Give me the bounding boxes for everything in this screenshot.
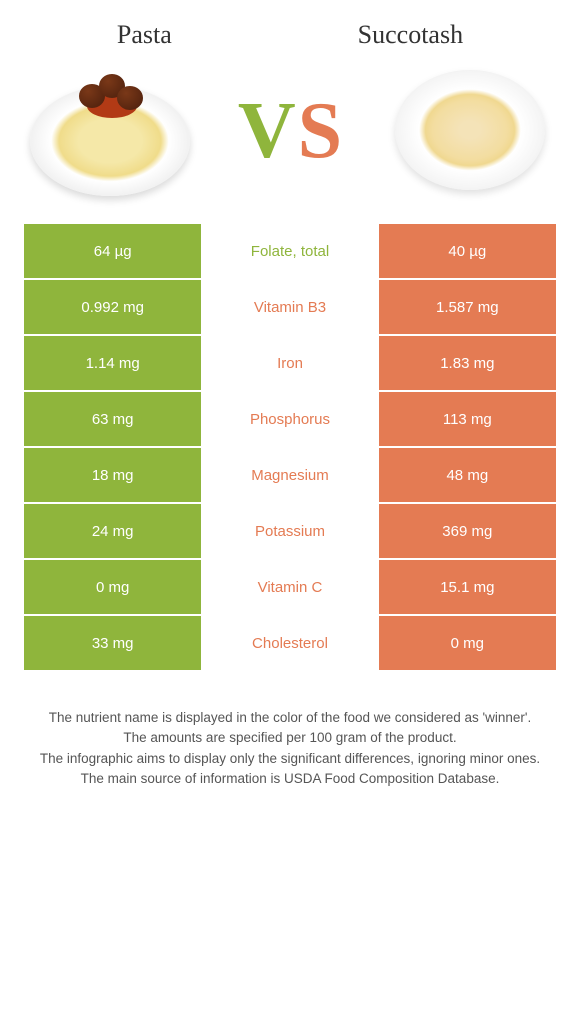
value-right: 0 mg <box>379 616 556 672</box>
value-left: 0.992 mg <box>24 280 201 336</box>
nutrient-table: 64 µgFolate, total40 µg0.992 mgVitamin B… <box>24 224 556 672</box>
nutrient-label: Magnesium <box>201 448 378 504</box>
value-right: 15.1 mg <box>379 560 556 616</box>
table-row: 64 µgFolate, total40 µg <box>24 224 556 280</box>
value-right: 113 mg <box>379 392 556 448</box>
images-row: V S <box>24 66 556 196</box>
value-left: 0 mg <box>24 560 201 616</box>
value-right: 40 µg <box>379 224 556 280</box>
table-row: 24 mgPotassium369 mg <box>24 504 556 560</box>
footer-line: The nutrient name is displayed in the co… <box>30 708 550 728</box>
header: Pasta Succotash <box>24 20 556 50</box>
nutrient-label: Potassium <box>201 504 378 560</box>
table-row: 33 mgCholesterol0 mg <box>24 616 556 672</box>
value-right: 1.587 mg <box>379 280 556 336</box>
value-right: 48 mg <box>379 448 556 504</box>
table-row: 0.992 mgVitamin B31.587 mg <box>24 280 556 336</box>
footer-line: The main source of information is USDA F… <box>30 769 550 789</box>
vs-v: V <box>238 91 296 171</box>
value-left: 18 mg <box>24 448 201 504</box>
value-right: 1.83 mg <box>379 336 556 392</box>
succotash-image <box>390 66 550 196</box>
vs-label: V S <box>238 91 342 171</box>
value-left: 64 µg <box>24 224 201 280</box>
pasta-image <box>30 66 190 196</box>
value-right: 369 mg <box>379 504 556 560</box>
nutrient-label: Phosphorus <box>201 392 378 448</box>
table-row: 0 mgVitamin C15.1 mg <box>24 560 556 616</box>
footer-line: The infographic aims to display only the… <box>30 749 550 769</box>
title-left: Pasta <box>117 20 172 50</box>
value-left: 24 mg <box>24 504 201 560</box>
nutrient-label: Cholesterol <box>201 616 378 672</box>
vs-s: S <box>298 91 343 171</box>
nutrient-label: Iron <box>201 336 378 392</box>
value-left: 1.14 mg <box>24 336 201 392</box>
footer-line: The amounts are specified per 100 gram o… <box>30 728 550 748</box>
nutrient-label: Vitamin C <box>201 560 378 616</box>
title-right: Succotash <box>358 20 463 50</box>
value-left: 33 mg <box>24 616 201 672</box>
value-left: 63 mg <box>24 392 201 448</box>
nutrient-label: Vitamin B3 <box>201 280 378 336</box>
footer-notes: The nutrient name is displayed in the co… <box>24 708 556 789</box>
table-row: 18 mgMagnesium48 mg <box>24 448 556 504</box>
table-row: 63 mgPhosphorus113 mg <box>24 392 556 448</box>
nutrient-label: Folate, total <box>201 224 378 280</box>
table-row: 1.14 mgIron1.83 mg <box>24 336 556 392</box>
